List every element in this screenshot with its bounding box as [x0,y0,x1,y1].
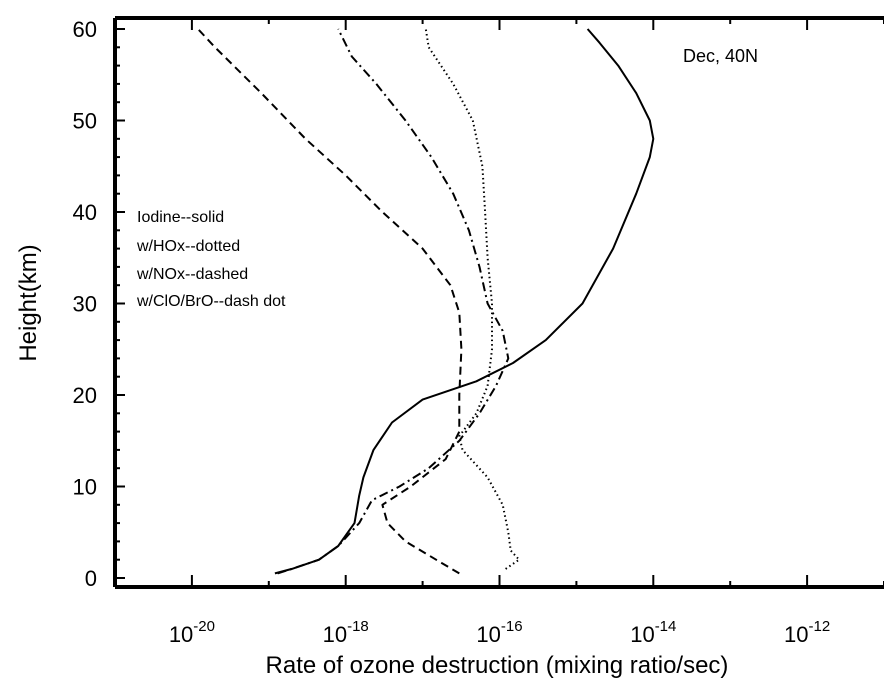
x-tick-label: 10-14 [630,618,676,647]
y-tick-label: 60 [73,17,97,42]
axis-labels: 10-20 10-18 10-16 10-14 10-12 0 10 20 30 40 50 60 [73,17,831,647]
y-tick-label: 10 [73,475,97,500]
y-tick-label: 20 [73,383,97,408]
x-tick-label: 10-20 [169,618,215,647]
x-tick-label: 10-18 [323,618,369,647]
x-axis-title: Rate of ozone destruction (mixing ratio/… [266,652,729,679]
plot-area [113,16,884,589]
axis-ticks [115,18,884,587]
series-line-dotted [424,28,521,570]
legend: Iodine--solid w/HOx--dotted w/NOx--dashe… [136,209,286,310]
legend-entry-clo-bro: w/ClO/BrO--dash dot [136,293,286,310]
annotation-dec-40n: Dec, 40N [683,46,758,66]
series-layer [197,28,655,575]
series-line-solid [274,28,655,575]
x-tick-label: 10-12 [784,618,830,647]
legend-entry-iodine: Iodine--solid [137,209,224,226]
y-tick-label: 50 [73,109,97,134]
y-axis-title: Height(km) [15,244,42,361]
x-tick-label: 10-16 [476,618,522,647]
series-line-dashdot [277,28,510,575]
y-tick-label: 40 [73,200,97,225]
y-tick-label: 30 [73,292,97,317]
legend-entry-nox: w/NOx--dashed [136,266,248,283]
legend-entry-hox: w/HOx--dotted [136,238,240,255]
y-tick-label: 0 [85,566,97,591]
